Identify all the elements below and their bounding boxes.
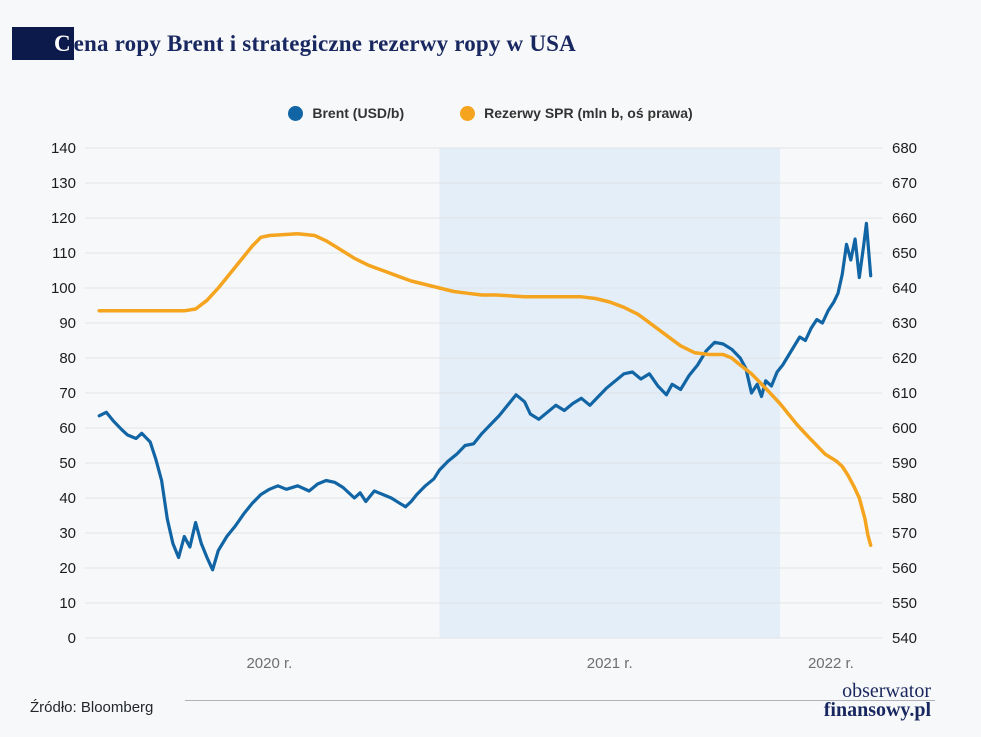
right-axis-tick-label: 580: [892, 490, 917, 507]
legend-dot-spr-icon: [460, 105, 476, 121]
legend-label-brent: Brent (USD/b): [312, 105, 405, 121]
left-axis-tick-label: 70: [59, 385, 76, 402]
left-axis-tick-label: 10: [59, 595, 76, 612]
chart-legend: Brent (USD/b) Rezerwy SPR (mln b, oś pra…: [0, 105, 981, 121]
left-axis-tick-label: 130: [51, 175, 76, 192]
right-axis-tick-label: 630: [892, 315, 917, 332]
right-axis-tick-label: 670: [892, 175, 917, 192]
left-axis-tick-label: 90: [59, 315, 76, 332]
right-axis-tick-label: 590: [892, 455, 917, 472]
legend-label-spr: Rezerwy SPR (mln b, oś prawa): [484, 105, 693, 121]
title-drop-cap: C: [12, 27, 74, 60]
left-axis-tick-label: 0: [68, 630, 76, 647]
left-axis-tick-label: 80: [59, 350, 76, 367]
x-axis-year-label: 2022 r.: [808, 655, 854, 672]
logo-line-1: obserwator: [842, 680, 931, 702]
logo-line-2: finansowy.pl: [823, 699, 931, 721]
legend-dot-brent-icon: [288, 105, 304, 121]
right-axis-tick-label: 600: [892, 420, 917, 437]
right-axis-tick-label: 680: [892, 140, 917, 157]
publisher-logo: obserwator finansowy.pl: [823, 680, 931, 721]
highlight-band-2021: [439, 148, 780, 638]
left-axis-tick-label: 20: [59, 560, 76, 577]
right-axis-tick-label: 610: [892, 385, 917, 402]
left-axis-tick-label: 30: [59, 525, 76, 542]
left-axis-tick-label: 140: [51, 140, 76, 157]
legend-item-brent: Brent (USD/b): [288, 105, 404, 121]
right-axis-tick-label: 550: [892, 595, 917, 612]
left-axis-tick-label: 60: [59, 420, 76, 437]
page-title: ena ropy Brent i strategiczne rezerwy ro…: [73, 31, 576, 56]
right-axis-tick-label: 650: [892, 245, 917, 262]
left-axis-tick-label: 40: [59, 490, 76, 507]
left-axis-tick-label: 100: [51, 280, 76, 297]
right-axis-tick-label: 620: [892, 350, 917, 367]
x-axis-year-label: 2020 r.: [246, 655, 292, 672]
right-axis-tick-label: 640: [892, 280, 917, 297]
source-note: Źródło: Bloomberg: [30, 699, 154, 716]
left-axis-tick-label: 120: [51, 210, 76, 227]
left-axis-tick-label: 50: [59, 455, 76, 472]
series-line-spr: [97, 232, 873, 548]
legend-item-spr: Rezerwy SPR (mln b, oś prawa): [460, 105, 693, 121]
series-line-brent: [97, 221, 873, 572]
right-axis-tick-label: 660: [892, 210, 917, 227]
right-axis-tick-label: 570: [892, 525, 917, 542]
left-axis-tick-label: 110: [52, 245, 76, 262]
footer-divider: [185, 700, 935, 701]
chart-header: C ena ropy Brent i strategiczne rezerwy …: [12, 27, 576, 60]
right-axis-tick-label: 560: [892, 560, 917, 577]
x-axis-year-label: 2021 r.: [587, 655, 633, 672]
right-axis-tick-label: 540: [892, 630, 917, 647]
